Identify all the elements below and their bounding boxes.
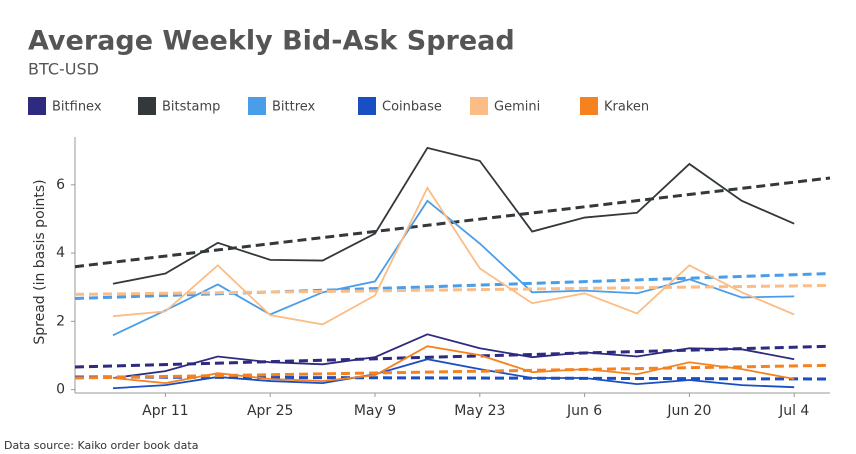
x-tick-label: Apr 11 bbox=[142, 403, 188, 419]
source: Data source: Kaiko order book data bbox=[4, 439, 198, 452]
legend-swatch bbox=[470, 97, 488, 115]
legend-swatch bbox=[28, 97, 46, 115]
chart-subtitle: BTC-USD bbox=[28, 60, 99, 79]
x-tick-label: Jun 20 bbox=[666, 403, 711, 419]
legend-swatch bbox=[138, 97, 156, 115]
legend-label: Bitstamp bbox=[162, 100, 220, 115]
x-tick-label: May 9 bbox=[354, 403, 396, 419]
x-tick-label: Apr 25 bbox=[247, 403, 293, 419]
series-line bbox=[112, 186, 795, 326]
y-tick-label: 0 bbox=[56, 382, 65, 398]
y-axis-label: Spread (in basis points) bbox=[32, 179, 48, 344]
legend-label: Bitfinex bbox=[52, 100, 102, 115]
legend-swatch bbox=[580, 97, 598, 115]
legend-label: Kraken bbox=[604, 100, 649, 115]
x-tick-label: Jun 6 bbox=[566, 403, 602, 419]
y-tick-label: 6 bbox=[56, 177, 65, 193]
series-line bbox=[112, 345, 795, 385]
legend-swatch bbox=[248, 97, 266, 115]
legend-swatch bbox=[358, 97, 376, 115]
legend-label: Coinbase bbox=[382, 100, 442, 115]
y-tick-label: 2 bbox=[56, 313, 65, 329]
legend-label: Gemini bbox=[494, 100, 540, 115]
chart-title: Average Weekly Bid-Ask Spread bbox=[28, 26, 515, 57]
x-tick-label: Jul 4 bbox=[778, 403, 809, 419]
legend-label: Bittrex bbox=[272, 100, 316, 115]
y-tick-label: 4 bbox=[56, 245, 65, 261]
trend-line bbox=[74, 272, 831, 300]
series-line bbox=[112, 146, 795, 285]
trend-line bbox=[74, 283, 831, 296]
x-tick-label: May 23 bbox=[454, 403, 505, 419]
trend-line bbox=[74, 363, 831, 380]
series-line bbox=[112, 199, 795, 337]
series-line bbox=[112, 358, 795, 390]
series-line bbox=[112, 333, 795, 379]
